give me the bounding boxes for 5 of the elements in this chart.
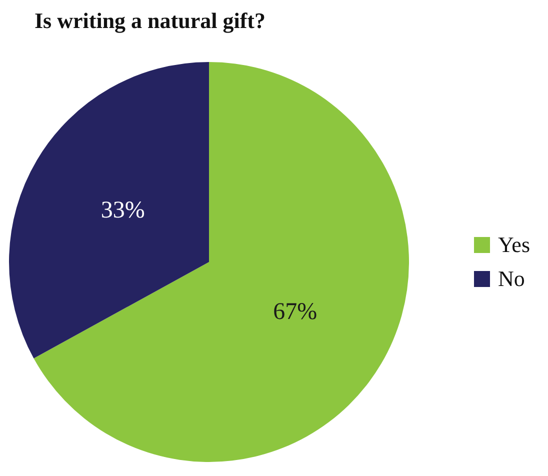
data-label: 33% [100, 197, 145, 224]
legend-label: Yes [497, 232, 530, 258]
legend-label: No [497, 266, 526, 292]
data-label: 67% [273, 299, 318, 326]
chart-title: Is writing a natural gift? [34, 8, 266, 34]
